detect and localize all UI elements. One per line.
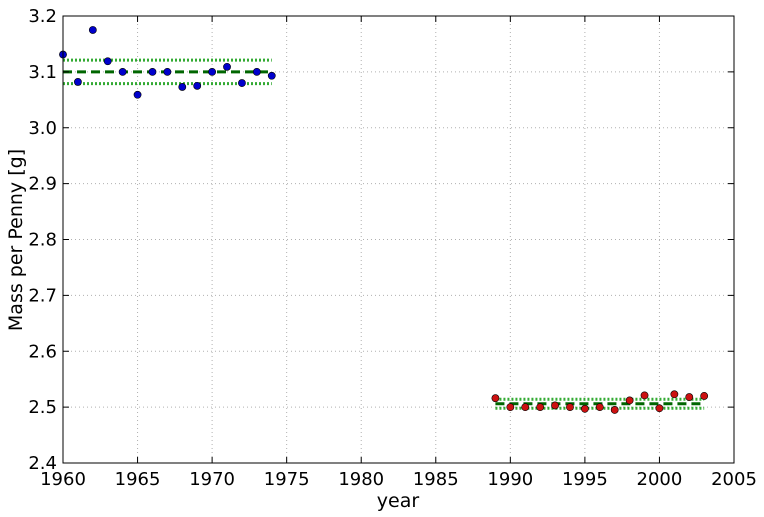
data-point — [118, 67, 127, 76]
x-axis-label: year — [377, 490, 420, 512]
x-tick-label: 1975 — [264, 469, 310, 490]
data-point — [551, 401, 559, 410]
data-point — [252, 67, 261, 76]
x-tick-labels: 1960 1965 1970 1975 1980 1985 1990 1995 2000 2005 — [40, 469, 757, 490]
data-point — [238, 79, 246, 87]
data-point — [208, 67, 217, 76]
data-point — [580, 404, 589, 413]
y-tick-label: 3.1 — [28, 62, 57, 83]
data-point — [595, 403, 604, 412]
data-point — [566, 403, 574, 412]
data-point — [223, 62, 231, 71]
data-point — [700, 392, 709, 400]
data-point — [193, 81, 202, 90]
data-point — [506, 403, 515, 412]
y-tick-label: 2.7 — [28, 285, 57, 306]
data-point — [74, 78, 82, 86]
tick-marks — [62, 15, 735, 464]
data-point — [491, 394, 500, 403]
y-tick-label: 2.5 — [28, 397, 57, 418]
y-tick-label: 2.4 — [28, 453, 57, 474]
x-tick-label: 1960 — [40, 469, 86, 490]
x-tick-label: 2005 — [711, 469, 757, 490]
data-point — [640, 391, 649, 400]
x-tick-label: 2000 — [637, 469, 683, 490]
data-point — [133, 90, 142, 99]
x-tick-label: 1980 — [338, 469, 384, 490]
x-tick-label: 1965 — [115, 469, 161, 490]
data-points — [59, 26, 709, 414]
y-tick-labels: 2.4 2.5 2.6 2.7 2.8 2.9 3.0 3.1 3.2 — [28, 6, 57, 474]
data-point — [536, 403, 545, 412]
y-tick-label: 3.2 — [28, 6, 57, 27]
data-point — [267, 71, 276, 80]
y-tick-label: 2.6 — [28, 341, 57, 362]
data-point — [521, 403, 530, 412]
y-axis-label: Mass per Penny [g] — [5, 149, 27, 331]
x-tick-label: 1985 — [413, 469, 459, 490]
data-point — [103, 57, 112, 66]
data-point — [610, 406, 619, 414]
y-tick-label: 3.0 — [28, 118, 57, 139]
data-point — [655, 404, 664, 413]
y-tick-label: 2.9 — [28, 174, 57, 195]
grid — [63, 16, 734, 463]
x-tick-label: 1970 — [189, 469, 235, 490]
data-point — [625, 396, 634, 405]
data-point — [88, 26, 97, 34]
x-tick-label: 1990 — [487, 469, 533, 490]
x-tick-label: 1995 — [562, 469, 608, 490]
data-point — [178, 83, 187, 91]
data-point — [670, 390, 679, 399]
y-tick-label: 2.8 — [28, 230, 57, 251]
data-point — [163, 67, 172, 76]
data-point — [685, 393, 694, 401]
data-point — [148, 67, 157, 76]
